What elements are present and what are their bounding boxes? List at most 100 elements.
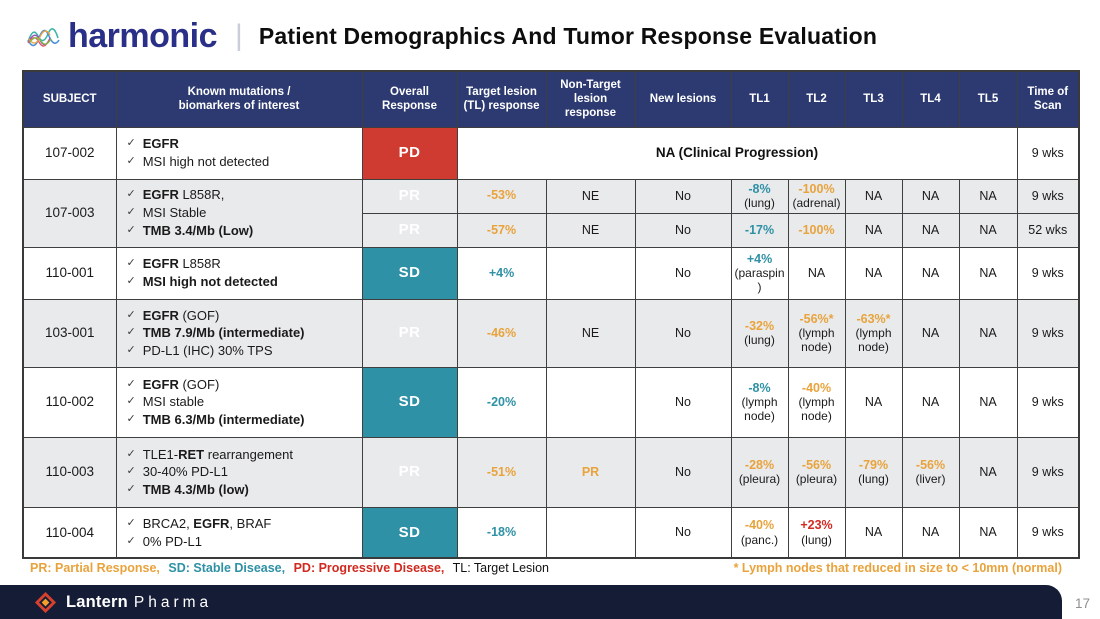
col-tl-response: Target lesion (TL) response	[456, 70, 547, 128]
col-time-of-scan: Time of Scan	[1016, 70, 1080, 128]
tl5-cell: NA	[958, 366, 1018, 438]
tl-response-cell: +4%	[456, 246, 547, 300]
table-row: 110-004 ✓ BRCA2, EGFR, BRAF ✓ 0% PD-L1 SD …	[22, 506, 1080, 559]
overall-response-cell: SD	[361, 366, 458, 438]
tl4-cell: NA	[901, 506, 960, 559]
new-lesions-cell: No	[634, 506, 732, 559]
tl2-cell: -40% (lymph node)	[787, 366, 846, 438]
tl4-cell: NA	[901, 366, 960, 438]
check-icon: ✓	[126, 344, 136, 357]
time-of-scan-cell: 9 wks	[1016, 366, 1080, 438]
table-row: 107-003 ✓ EGFR L858R, ✓ MSI Stable ✓ TMB 3.…	[22, 178, 1080, 248]
tl-response-cell: -18%	[456, 506, 547, 559]
non-target-cell: NE	[545, 298, 636, 368]
tl2-cell: -56%* (lymph node)	[787, 298, 846, 368]
tl2-cell: NA	[787, 246, 846, 300]
harmonic-logo: harmonic	[26, 18, 218, 54]
subject-cell: 110-004	[22, 506, 117, 559]
table-row: 110-002 ✓ EGFR (GOF) ✓ MSI stable ✓ TMB 6.3…	[22, 366, 1080, 438]
check-icon: ✓	[126, 447, 136, 460]
new-lesions-cell: No	[634, 212, 732, 248]
new-lesions-cell: No	[634, 298, 732, 368]
subject-cell: 103-001	[22, 298, 117, 368]
legend-tl: TL: Target Lesion	[452, 561, 549, 575]
check-icon: ✓	[126, 308, 136, 321]
new-lesions-cell: No	[634, 436, 732, 508]
check-icon: ✓	[126, 137, 136, 150]
page-number: 17	[1074, 596, 1090, 611]
check-icon: ✓	[126, 395, 136, 408]
check-icon: ✓	[126, 516, 136, 529]
time-of-scan-cell: 9 wks	[1016, 436, 1080, 508]
col-tl4: TL4	[901, 70, 960, 128]
tl1-cell: -17%	[730, 212, 789, 248]
new-lesions-cell: No	[634, 178, 732, 214]
col-subject: SUBJECT	[22, 70, 117, 128]
tl-response-cell: -46%	[456, 298, 547, 368]
table-row: PR -57% NE No -17% -100% NA NA NA 52 wks	[23, 212, 1080, 248]
time-of-scan-cell: 9 wks	[1016, 126, 1080, 180]
non-target-cell: NE	[545, 178, 636, 214]
subject-cell: 107-003	[22, 178, 117, 248]
subject-cell: 110-003	[22, 436, 117, 508]
mutations-cell: ✓ EGFR (GOF) ✓ MSI stable ✓ TMB 6.3/Mb (int…	[115, 366, 363, 438]
tl1-cell: -32% (lung)	[730, 298, 789, 368]
non-target-cell	[545, 246, 636, 300]
tl1-cell: -28% (pleura)	[730, 436, 789, 508]
check-icon: ✓	[126, 483, 136, 496]
tl2-cell: +23% (lung)	[787, 506, 846, 559]
footer-bar: Lantern Pharma	[0, 585, 1062, 619]
time-of-scan-cell: 52 wks	[1016, 212, 1080, 248]
tl4-cell: -56% (liver)	[901, 436, 960, 508]
tl2-cell: -100%	[787, 212, 846, 248]
overall-response-cell: PR	[361, 178, 458, 214]
col-new-lesions: New lesions	[634, 70, 732, 128]
brand-name: Lantern Pharma	[66, 592, 213, 611]
page-title: Patient Demographics And Tumor Response …	[258, 22, 878, 49]
table-row: 110-001 ✓ EGFR L858R ✓ MSI high not detect…	[22, 246, 1080, 300]
col-tl1: TL1	[730, 70, 789, 128]
time-of-scan-cell: 9 wks	[1016, 246, 1080, 300]
check-icon: ✓	[126, 188, 136, 201]
mutations-cell: ✓ EGFR (GOF) ✓ TMB 7.9/Mb (intermediate) ✓…	[115, 298, 363, 368]
tl3-cell: NA	[844, 246, 903, 300]
tl1-cell: +4% (paraspin)	[730, 246, 789, 300]
non-target-cell: PR	[545, 436, 636, 508]
non-target-cell	[545, 506, 636, 559]
time-of-scan-cell: 9 wks	[1016, 178, 1080, 214]
legend-pr: PR: Partial Response,	[30, 561, 160, 575]
table-row: 110-003 ✓ TLE1-RET rearrangement ✓ 30-40% …	[22, 436, 1080, 508]
harmonic-waveform-icon	[27, 28, 60, 47]
col-tl5: TL5	[958, 70, 1018, 128]
check-icon: ✓	[126, 224, 136, 237]
legend-sd: SD: Stable Disease,	[168, 561, 286, 575]
tumor-response-table: SUBJECT Known mutations / biomarkers of …	[22, 70, 1080, 560]
check-icon: ✓	[126, 326, 136, 339]
tl5-cell: NA	[958, 298, 1018, 368]
lantern-pharma-logo: Lantern Pharma	[34, 591, 212, 614]
na-clinical-progression-cell: NA (Clinical Progression)	[456, 126, 1018, 180]
new-lesions-cell: No	[634, 366, 732, 438]
tl-response-cell: -57%	[456, 212, 547, 248]
check-icon: ✓	[126, 155, 136, 167]
table-row: 103-001 ✓ EGFR (GOF) ✓ TMB 7.9/Mb (interme…	[22, 298, 1080, 368]
mutations-cell: ✓ TLE1-RET rearrangement ✓ 30-40% PD-L1 ✓ T…	[115, 436, 363, 508]
subject-cell: 110-002	[22, 366, 117, 438]
col-overall-response: Overall Response	[361, 70, 458, 128]
overall-response-cell: PR	[361, 212, 458, 248]
overall-response-cell: SD	[361, 506, 458, 559]
check-icon: ✓	[126, 206, 136, 219]
col-tl3: TL3	[844, 70, 903, 128]
table-row: 107-002 ✓ EGFR ✓ MSI high not detected PD …	[22, 126, 1080, 180]
subject-cell: 107-002	[22, 126, 117, 180]
tl2-cell: -100% (adrenal)	[787, 178, 846, 214]
mutations-cell: ✓ EGFR L858R, ✓ MSI Stable ✓ TMB 3.4/Mb (Lo…	[115, 178, 363, 248]
lymph-node-footnote: * Lymph nodes that reduced in size to < …	[733, 561, 1062, 575]
tl5-cell: NA	[958, 246, 1018, 300]
legend-pd: PD: Progressive Disease,	[293, 561, 445, 575]
non-target-cell: NE	[545, 212, 636, 248]
tl3-cell: -63%* (lymph node)	[844, 298, 903, 368]
tl5-cell: NA	[958, 178, 1018, 214]
non-target-cell	[545, 366, 636, 438]
tl4-cell: NA	[901, 212, 960, 248]
